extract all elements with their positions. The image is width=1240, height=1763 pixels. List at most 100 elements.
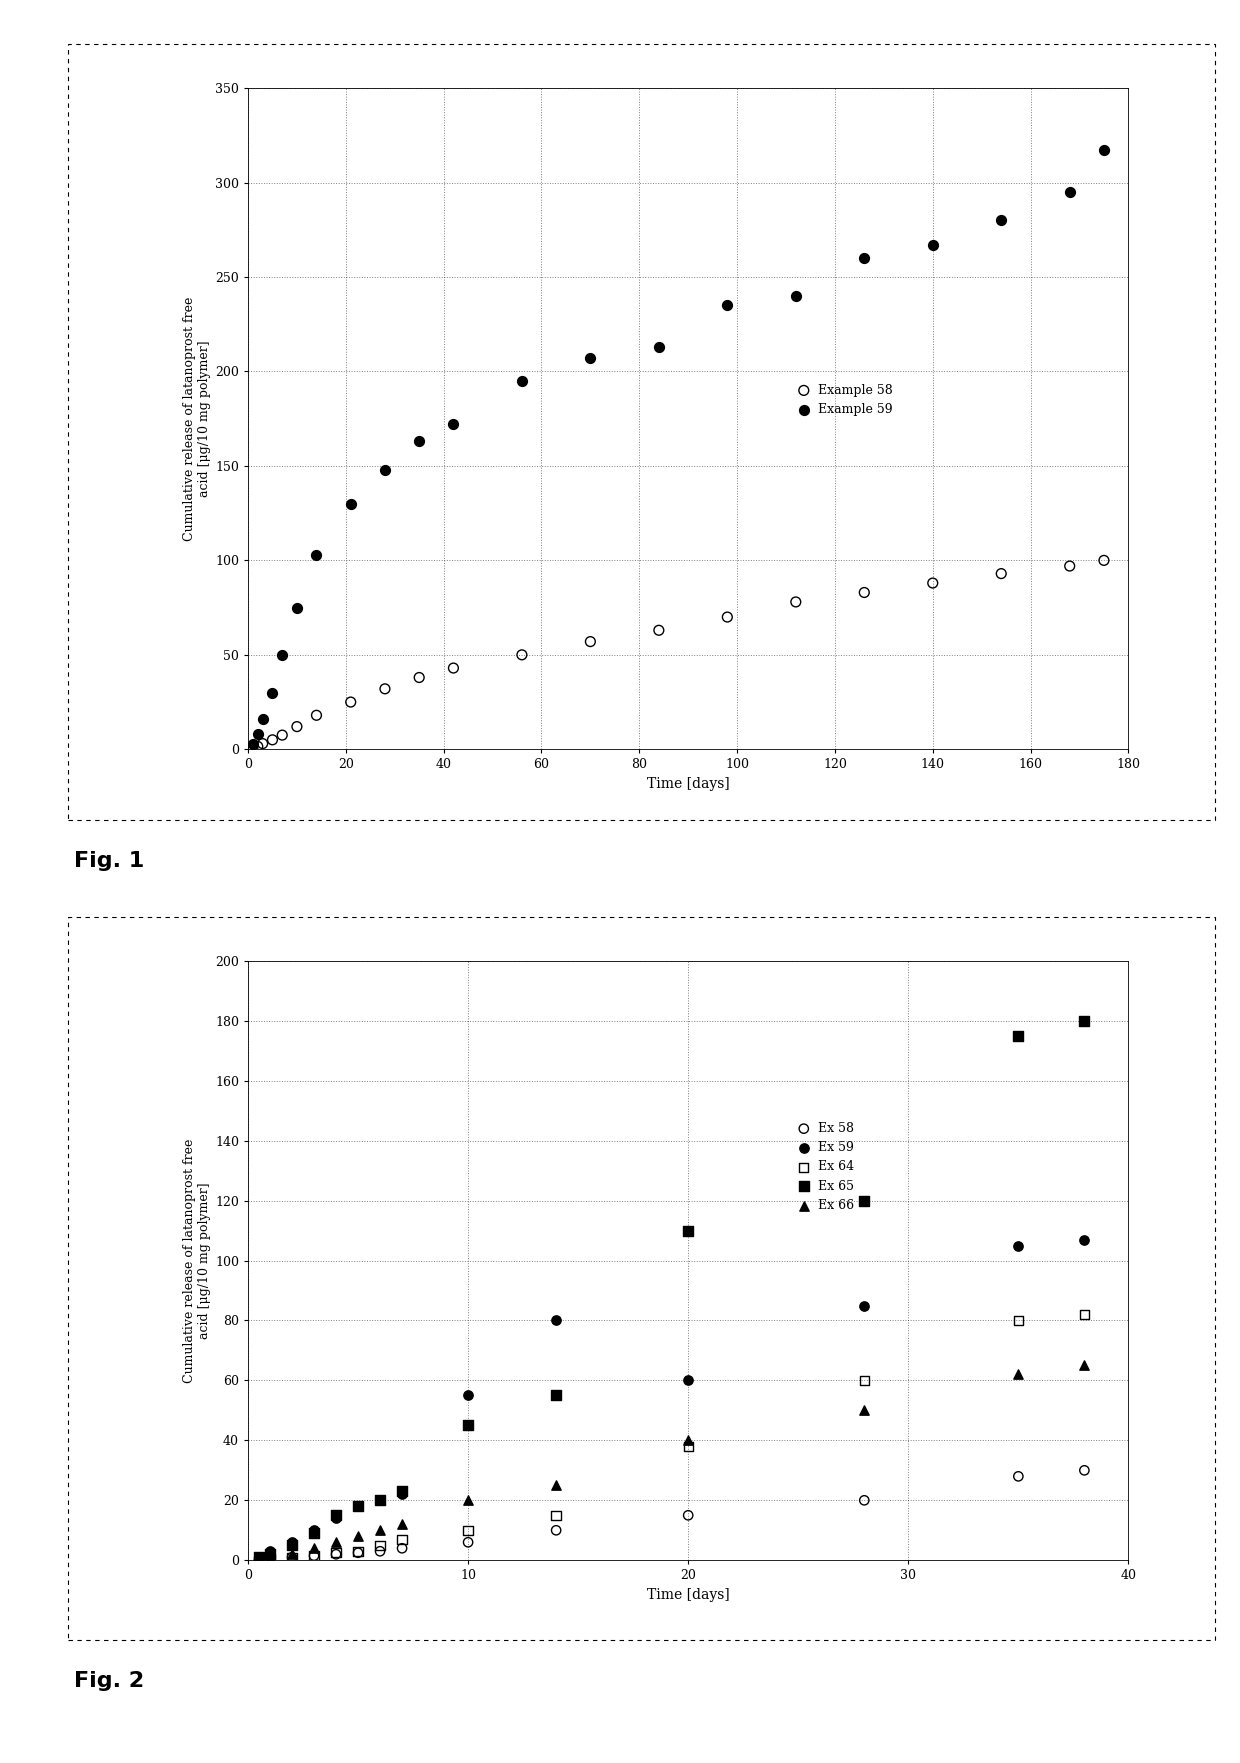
Ex 65 (326, 1500, 346, 1529)
Example 59 (248, 719, 268, 748)
Example 59 (1060, 178, 1080, 206)
X-axis label: Time [days]: Time [days] (647, 1588, 729, 1603)
Ex 58 (854, 1486, 874, 1514)
Ex 65 (458, 1410, 477, 1439)
Legend: Ex 58, Ex 59, Ex 64, Ex 65, Ex 66: Ex 58, Ex 59, Ex 64, Ex 65, Ex 66 (791, 1118, 858, 1216)
Example 58 (374, 675, 394, 703)
Ex 59 (348, 1491, 368, 1520)
Example 58 (580, 628, 600, 656)
Text: Fig. 1: Fig. 1 (74, 852, 145, 871)
Y-axis label: Cumulative release of latanoprost free
acid [μg/10 mg polymer]: Cumulative release of latanoprost free a… (182, 1139, 211, 1382)
Ex 59 (458, 1382, 477, 1410)
Ex 64 (546, 1500, 565, 1529)
Example 59 (409, 427, 429, 455)
Ex 59 (260, 1537, 280, 1566)
Ex 64 (304, 1541, 324, 1569)
Example 58 (409, 663, 429, 691)
Ex 58 (1008, 1462, 1028, 1490)
Example 59 (512, 367, 532, 395)
Ex 58 (326, 1541, 346, 1569)
Ex 65 (546, 1382, 565, 1410)
Ex 59 (392, 1481, 412, 1509)
Ex 66 (1074, 1350, 1094, 1379)
Ex 66 (249, 1544, 269, 1573)
Ex 65 (370, 1486, 389, 1514)
Ex 66 (370, 1516, 389, 1544)
Example 58 (1060, 552, 1080, 580)
Ex 59 (326, 1504, 346, 1532)
Ex 66 (546, 1470, 565, 1499)
Ex 64 (260, 1544, 280, 1573)
Example 59 (341, 490, 361, 518)
Ex 65 (1074, 1007, 1094, 1035)
Ex 59 (249, 1543, 269, 1571)
Text: Fig. 2: Fig. 2 (74, 1671, 145, 1691)
Ex 66 (348, 1521, 368, 1550)
Ex 64 (348, 1537, 368, 1566)
Example 58 (253, 730, 273, 758)
Ex 66 (326, 1529, 346, 1557)
Y-axis label: Cumulative release of latanoprost free
acid [μg/10 mg polymer]: Cumulative release of latanoprost free a… (182, 296, 211, 541)
Ex 64 (1074, 1301, 1094, 1329)
Ex 58 (249, 1546, 269, 1574)
Ex 58 (370, 1537, 389, 1566)
Example 59 (286, 594, 306, 622)
Example 59 (718, 291, 738, 319)
Ex 58 (1074, 1456, 1094, 1484)
Ex 65 (392, 1477, 412, 1506)
Ex 58 (458, 1529, 477, 1557)
Example 58 (923, 569, 942, 598)
Ex 65 (854, 1186, 874, 1215)
Example 58 (263, 726, 283, 755)
Example 58 (273, 721, 293, 749)
Example 59 (1094, 136, 1114, 164)
Ex 66 (392, 1511, 412, 1539)
Ex 64 (678, 1432, 698, 1460)
Ex 65 (678, 1216, 698, 1245)
Ex 66 (281, 1541, 303, 1569)
Ex 64 (1008, 1306, 1028, 1335)
Ex 65 (304, 1520, 324, 1548)
Example 58 (991, 559, 1011, 587)
Ex 59 (281, 1529, 303, 1557)
Ex 59 (1008, 1231, 1028, 1259)
X-axis label: Time [days]: Time [days] (647, 777, 729, 792)
Example 58 (248, 732, 268, 760)
Example 58 (341, 688, 361, 716)
Example 58 (649, 615, 668, 643)
Ex 59 (546, 1306, 565, 1335)
Ex 59 (370, 1486, 389, 1514)
Ex 64 (326, 1539, 346, 1567)
Example 58 (786, 587, 806, 615)
Example 59 (374, 455, 394, 483)
Ex 66 (458, 1486, 477, 1514)
Ex 58 (260, 1544, 280, 1573)
Example 58 (444, 654, 464, 682)
Example 59 (263, 679, 283, 707)
Legend: Example 58, Example 59: Example 58, Example 59 (791, 379, 898, 421)
Ex 64 (458, 1516, 477, 1544)
Ex 59 (854, 1291, 874, 1319)
Example 59 (923, 231, 942, 259)
Example 59 (580, 344, 600, 372)
Example 59 (273, 640, 293, 668)
Ex 66 (260, 1543, 280, 1571)
Ex 64 (370, 1530, 389, 1558)
Ex 65 (348, 1491, 368, 1520)
Ex 65 (281, 1530, 303, 1558)
Ex 66 (678, 1426, 698, 1454)
Example 59 (786, 282, 806, 310)
Example 58 (512, 640, 532, 668)
Ex 65 (249, 1543, 269, 1571)
Ex 64 (281, 1543, 303, 1571)
Example 59 (991, 206, 1011, 234)
Ex 58 (348, 1539, 368, 1567)
Example 58 (854, 578, 874, 606)
Example 59 (253, 705, 273, 733)
Ex 58 (392, 1534, 412, 1562)
Example 58 (243, 733, 263, 762)
Ex 64 (249, 1546, 269, 1574)
Example 59 (649, 333, 668, 361)
Ex 65 (1008, 1021, 1028, 1049)
Example 58 (306, 702, 326, 730)
